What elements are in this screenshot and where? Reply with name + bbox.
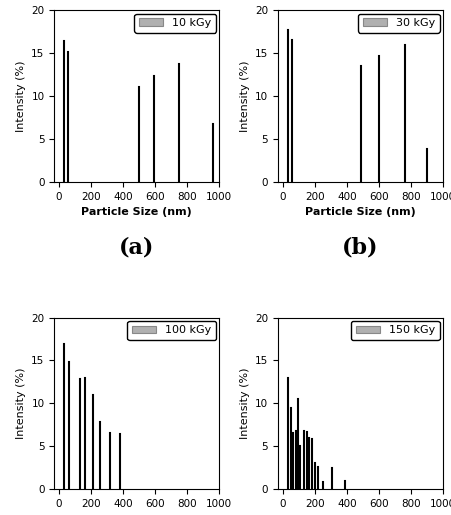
Text: (a): (a) xyxy=(119,236,154,258)
X-axis label: Particle Size (nm): Particle Size (nm) xyxy=(304,207,415,217)
Text: (b): (b) xyxy=(341,236,378,258)
Legend: 100 kGy: 100 kGy xyxy=(127,321,216,340)
Legend: 150 kGy: 150 kGy xyxy=(350,321,439,340)
Legend: 30 kGy: 30 kGy xyxy=(357,13,439,32)
X-axis label: Particle Size (nm): Particle Size (nm) xyxy=(81,207,192,217)
Y-axis label: Intensity (%): Intensity (%) xyxy=(239,368,249,439)
Y-axis label: Intensity (%): Intensity (%) xyxy=(239,60,249,132)
Y-axis label: Intensity (%): Intensity (%) xyxy=(16,368,26,439)
Legend: 10 kGy: 10 kGy xyxy=(134,13,216,32)
Y-axis label: Intensity (%): Intensity (%) xyxy=(16,60,26,132)
